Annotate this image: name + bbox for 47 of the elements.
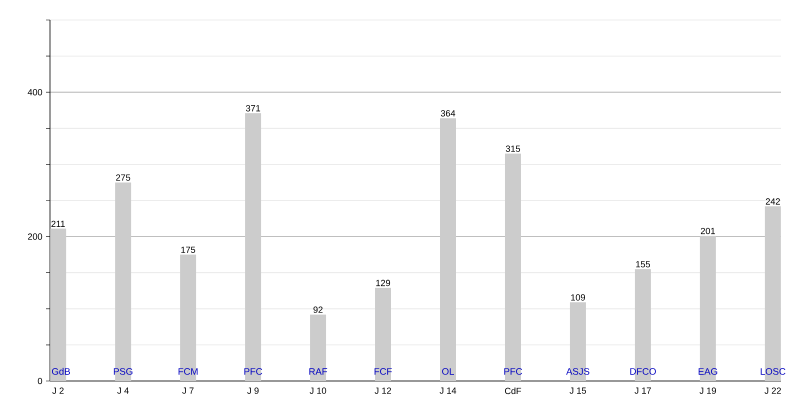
annotation: ASJS [566, 368, 590, 375]
bar [310, 314, 326, 381]
bar [180, 254, 196, 381]
annotation: PSG [114, 368, 132, 375]
data-label: 175 [181, 246, 196, 253]
data-label: 242 [766, 198, 780, 205]
data-label: 371 [246, 105, 260, 112]
x-tick-label: J 22 [764, 388, 781, 394]
y-tick-label: 0 [38, 378, 42, 384]
data-label: 129 [376, 280, 390, 286]
data-label: 275 [116, 174, 130, 181]
y-tick-label: 400 [28, 89, 42, 96]
data-label: 315 [506, 146, 520, 152]
x-tick-label: J 7 [182, 388, 194, 394]
annotation: PFC [504, 368, 522, 375]
data-label: 211 [51, 220, 65, 227]
x-tick-label: J 10 [310, 388, 326, 394]
x-tick-label: J 12 [374, 388, 392, 394]
x-tick-label: J 14 [440, 388, 456, 394]
annotation: DFCO [630, 368, 656, 375]
bar [440, 118, 456, 381]
annotation: EAG [698, 368, 718, 375]
x-tick-label: J 4 [117, 388, 129, 394]
annotation: LOSC [760, 368, 786, 375]
annotation: PFC [244, 368, 262, 375]
bar [700, 236, 716, 381]
bar [375, 288, 392, 381]
annotation: RAF [309, 368, 328, 375]
data-label: 364 [440, 110, 456, 116]
bar [115, 182, 132, 381]
x-tick-label: J 19 [700, 388, 716, 394]
bar [504, 154, 521, 381]
x-tick-label: CdF [504, 388, 522, 394]
x-tick-label: J 17 [634, 388, 651, 394]
annotation: OL [442, 368, 454, 375]
data-label: 155 [636, 261, 650, 268]
x-tick-label: J 9 [247, 388, 259, 394]
data-label: 201 [700, 228, 715, 234]
x-tick-label: J 2 [52, 388, 64, 394]
data-label: 109 [571, 294, 586, 301]
bar [245, 113, 262, 381]
annotation: FCM [178, 368, 198, 375]
annotation: FCF [374, 368, 392, 375]
data-label: 92 [313, 306, 323, 313]
y-tick-label: 200 [28, 233, 42, 240]
annotation: GdB [52, 368, 70, 375]
x-tick-label: J 15 [570, 388, 586, 394]
